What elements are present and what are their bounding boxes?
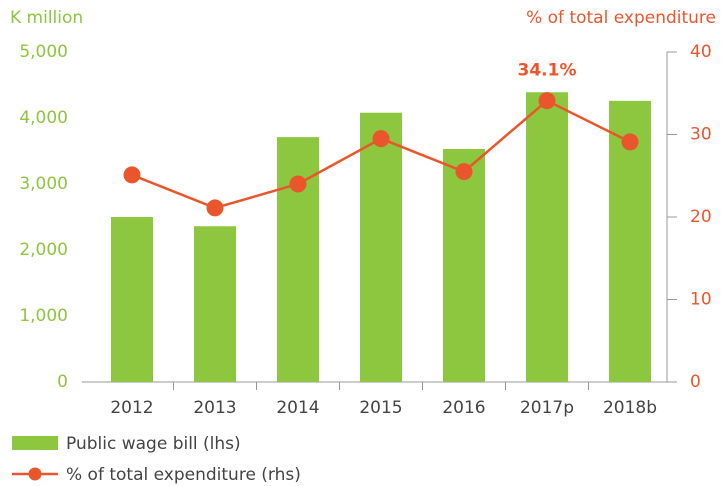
bar — [277, 137, 319, 382]
y2-tick-label: 10 — [690, 290, 712, 310]
y2-axis-title: % of total expenditure — [526, 8, 716, 28]
bar — [443, 149, 485, 382]
x-tick-label: 2013 — [193, 398, 236, 418]
bar — [360, 112, 402, 382]
bar — [526, 92, 568, 382]
x-tick-label: 2012 — [110, 398, 153, 418]
x-tick-label: 2014 — [276, 398, 319, 418]
point — [621, 133, 639, 151]
y-tick-label: 3,000 — [19, 174, 68, 194]
y2-tick-label: 40 — [690, 42, 712, 62]
bar — [111, 217, 153, 382]
y2-tick-label: 30 — [690, 125, 712, 145]
legend-label: Public wage bill (lhs) — [66, 434, 241, 454]
x-tick-label: 2017p — [520, 398, 574, 418]
point — [123, 166, 141, 184]
y-tick-label: 5,000 — [19, 42, 68, 62]
legend-swatch — [28, 467, 42, 481]
y-axis-title: K million — [10, 8, 83, 28]
y2-tick-label: 20 — [690, 207, 712, 227]
legend-swatch — [12, 436, 58, 450]
point — [289, 175, 307, 193]
y2-tick-label: 0 — [690, 372, 701, 392]
y-tick-label: 1,000 — [19, 306, 68, 326]
x-tick-label: 2018b — [603, 398, 657, 418]
point — [455, 163, 473, 181]
y-tick-label: 2,000 — [19, 240, 68, 260]
point — [538, 92, 556, 110]
point — [206, 199, 224, 217]
point — [372, 130, 390, 148]
y-tick-label: 0 — [57, 372, 68, 392]
legend-label: % of total expenditure (rhs) — [66, 465, 301, 485]
x-tick-label: 2016 — [442, 398, 485, 418]
bar — [194, 226, 236, 382]
x-tick-label: 2015 — [359, 398, 402, 418]
y-tick-label: 4,000 — [19, 108, 68, 128]
data-label: 34.1% — [518, 61, 577, 81]
